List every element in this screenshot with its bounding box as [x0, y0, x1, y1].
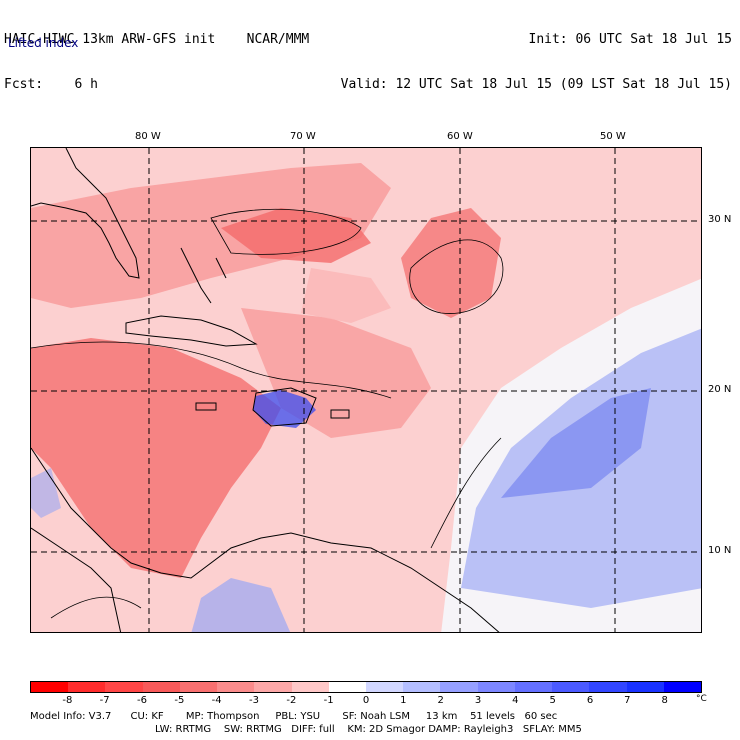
unstable-core-north	[221, 208, 371, 263]
lon-label-60w: 60 W	[447, 131, 473, 142]
lat-label-30n: 30 N	[708, 214, 732, 225]
colorbar-tick-label: 4	[512, 695, 519, 706]
colorbar-tick-label: -2	[286, 695, 297, 706]
colorbar-segment	[403, 682, 441, 692]
colorbar-segment	[31, 682, 69, 692]
colorbar-segment	[254, 682, 292, 692]
colorbar-segment	[552, 682, 590, 692]
unstable-core-atlantic	[401, 208, 501, 318]
contour-3	[210, 208, 362, 255]
colorbar-tick-label: 6	[586, 695, 594, 706]
colorbar-segment	[105, 682, 143, 692]
puerto-rico-coast	[330, 409, 350, 419]
colorbar-segment	[291, 682, 329, 692]
colorbar-tick-label: -6	[137, 695, 147, 706]
stable-core	[501, 388, 651, 498]
florida-coast	[31, 148, 140, 279]
colorbar-segment	[589, 682, 627, 692]
lon-label-70w: 70 W	[290, 131, 316, 142]
lifted-index-map	[30, 147, 702, 633]
model-title: HAIC-HIWC 13km ARW-GFS init NCAR/MMM	[4, 32, 310, 47]
central-america-patch	[31, 468, 61, 518]
unstable-band-north	[31, 163, 391, 308]
contour-5	[430, 437, 502, 549]
cuba-coast	[125, 315, 258, 347]
colorbar-tick-label: 3	[474, 695, 482, 706]
forecast-hour: Fcst: 6 h	[4, 77, 98, 92]
colorbar-tick-label: 1	[400, 695, 407, 706]
south-america-patch	[191, 578, 291, 632]
colorbar-unit: °C	[696, 694, 707, 704]
colorbar-tick-label: 2	[437, 695, 444, 706]
model-info-line2: LW: RRTMG SW: RRTMG DIFF: full KM: 2D Sm…	[155, 724, 582, 735]
colorbar-tick-label: 0	[362, 695, 370, 706]
colorbar-tick-label: -5	[174, 695, 185, 706]
jamaica-coast	[195, 402, 217, 411]
south-america-coast	[31, 447, 500, 632]
bahamas-coast	[180, 247, 227, 304]
lat-label-10n: 10 N	[708, 545, 732, 556]
contour-2	[409, 239, 504, 314]
colorbar-segment	[142, 682, 180, 692]
hispaniola-coast	[252, 387, 317, 427]
colorbar-tick-label: -7	[99, 695, 110, 706]
colorbar-segment	[663, 682, 701, 692]
lon-label-50w: 50 W	[600, 131, 626, 142]
colorbar-segment	[68, 682, 106, 692]
colorbar-tick-label: -3	[249, 695, 259, 706]
field-name: Lifted index	[8, 36, 79, 50]
colorbar-segment	[217, 682, 255, 692]
colorbar-tick-label: 5	[549, 695, 556, 706]
colorbar-tick-label: 7	[624, 695, 631, 706]
colorbar-tick-label: 8	[661, 695, 668, 706]
model-info-line1: Model Info: V3.7 CU: KF MP: Thompson PBL…	[30, 711, 558, 722]
colorbar	[30, 681, 702, 693]
contour-1	[31, 341, 392, 399]
colorbar-segment	[514, 682, 553, 692]
unstable-region-caribbean	[31, 338, 281, 578]
colorbar-tick-label: -8	[62, 695, 73, 706]
lat-label-20n: 20 N	[708, 384, 732, 395]
graticule	[31, 148, 701, 632]
lon-label-80w: 80 W	[135, 131, 161, 142]
hispaniola-patch	[253, 390, 316, 428]
colorbar-segment	[626, 682, 664, 692]
valid-time: Valid: 12 UTC Sat 18 Jul 15 (09 LST Sat …	[340, 77, 732, 92]
init-time: Init: 06 UTC Sat 18 Jul 15	[528, 32, 733, 47]
colorbar-segment	[365, 682, 404, 692]
colorbar-segment	[477, 682, 515, 692]
coastlines	[31, 148, 500, 632]
colorbar-tick-label: -4	[211, 695, 222, 706]
header-left: HAIC-HIWC 13km ARW-GFS init NCAR/MMM Fcs…	[4, 2, 309, 107]
central-america-coast	[31, 527, 122, 632]
colorbar-segment	[179, 682, 218, 692]
contours	[31, 208, 504, 619]
colorbar-tick-label: -1	[323, 695, 334, 706]
map-canvas	[31, 148, 701, 632]
contour-4	[50, 596, 142, 619]
weak-region	[301, 268, 391, 323]
colorbar-segment	[328, 682, 366, 692]
colorbar-segment	[440, 682, 478, 692]
header-right: Init: 06 UTC Sat 18 Jul 15 Valid: 12 UTC…	[341, 2, 732, 107]
